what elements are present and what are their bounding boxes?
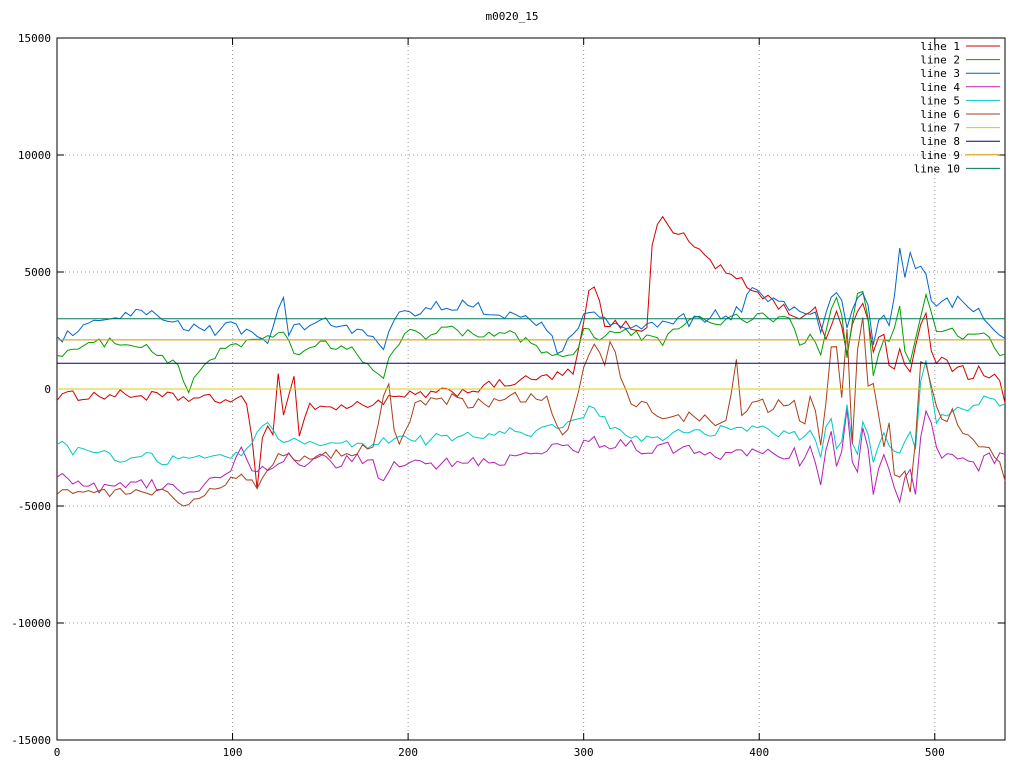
legend-label: line 5	[920, 94, 960, 107]
x-tick-label: 300	[574, 746, 594, 759]
legend-label: line 7	[920, 122, 960, 135]
y-tick-label: -15000	[11, 734, 51, 747]
legend-label: line 1	[920, 40, 960, 53]
series-line-4	[56, 408, 1006, 504]
legend-label: line 4	[920, 81, 960, 94]
x-tick-label: 400	[749, 746, 769, 759]
x-tick-label: 500	[925, 746, 945, 759]
y-tick-label: 15000	[18, 32, 51, 45]
x-tick-label: 200	[398, 746, 418, 759]
y-tick-label: 5000	[25, 266, 52, 279]
legend-label: line 8	[920, 135, 960, 148]
x-tick-label: 100	[223, 746, 243, 759]
series-line-1	[56, 215, 1006, 490]
y-tick-label: 10000	[18, 149, 51, 162]
y-tick-label: -10000	[11, 617, 51, 630]
legend-label: line 2	[920, 54, 960, 67]
series-line-5	[56, 360, 1006, 466]
legend-label: line 6	[920, 108, 960, 121]
series-line-6	[56, 317, 1006, 507]
legend-label: line 3	[920, 67, 960, 80]
chart-title: m0020_15	[485, 10, 539, 23]
legend-label: line 9	[920, 149, 960, 162]
series-line-2	[56, 290, 1006, 394]
y-tick-label: 0	[44, 383, 51, 396]
legend-label: line 10	[914, 162, 960, 175]
x-tick-label: 0	[54, 746, 61, 759]
series-line-3	[56, 247, 1006, 355]
y-tick-label: -5000	[18, 500, 51, 513]
